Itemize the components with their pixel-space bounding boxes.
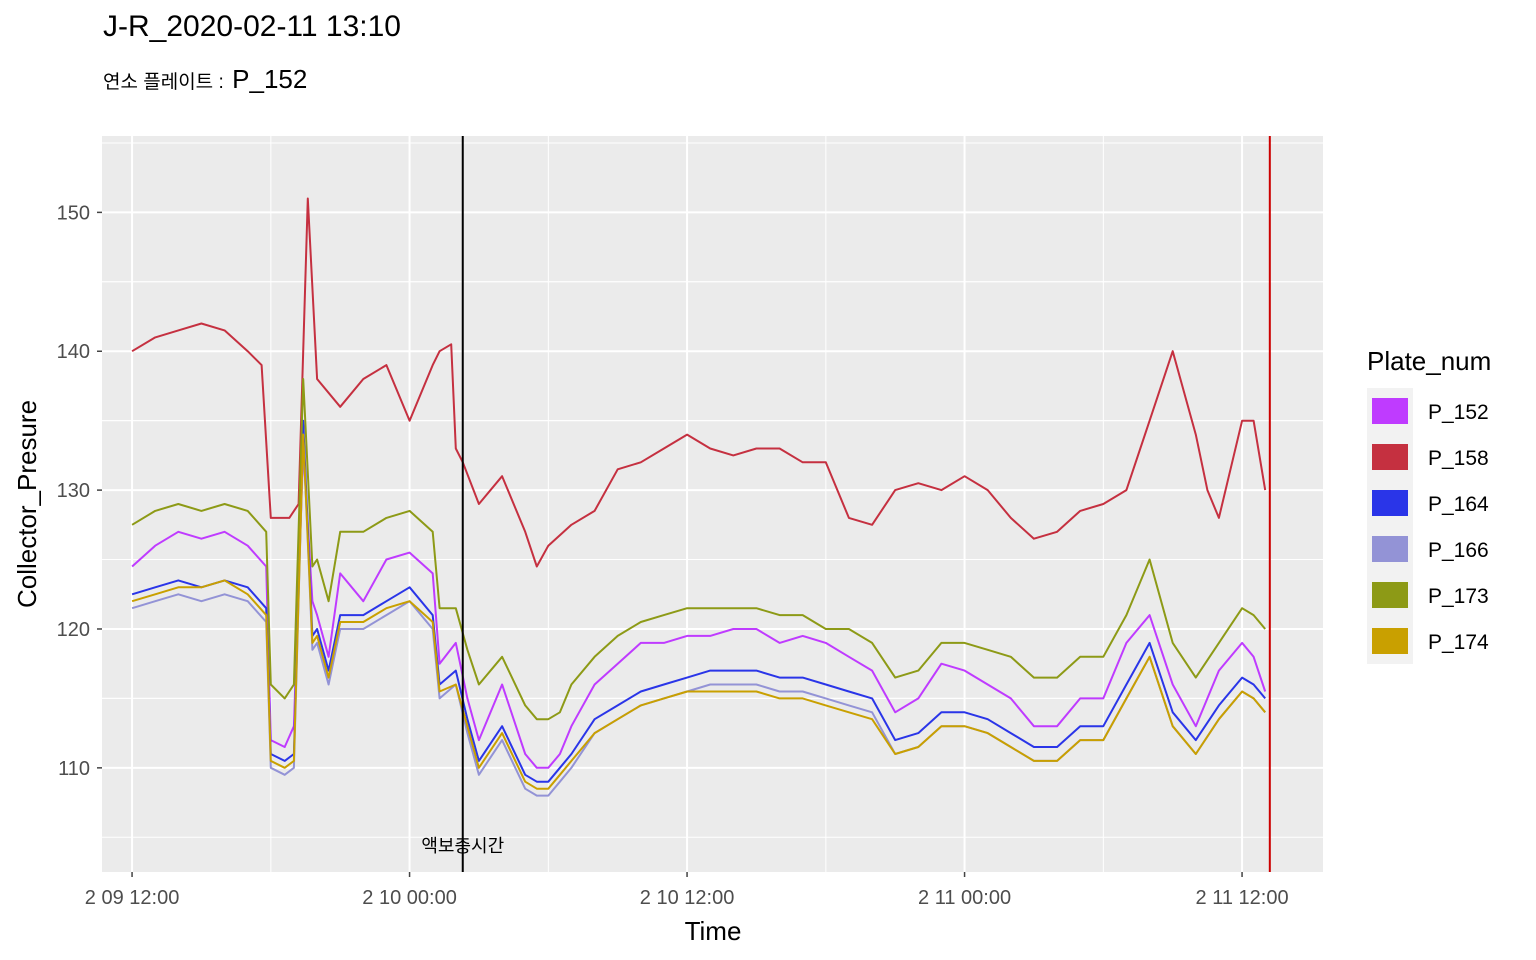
x-tick-label: 2 11 00:00 [918,887,1011,909]
x-tick-label: 2 09 12:00 [85,887,180,909]
series-line-P_158 [131,197,1267,568]
x-axis-title: Time [685,916,742,946]
y-tick-label: 120 [57,619,90,641]
legend-key-P_158 [1372,444,1408,470]
legend-label: P_164 [1428,493,1489,516]
reference-lines: 액보충시간 [421,136,1271,872]
x-tick-label: 2 10 00:00 [362,887,457,909]
x-tick-label: 2 10 12:00 [640,887,735,909]
subtitle-prefix: 연소 플레이트 : [103,72,224,93]
axes: 110 120 130 140 150 2 09 12:00 2 10 00:00 2 10 … [57,202,1289,909]
legend-label: P_152 [1428,401,1489,424]
legend-key-P_173 [1372,582,1408,608]
chart-subtitle: 연소 플레이트 : P_152 [103,64,307,95]
y-tick-label: 150 [57,202,90,224]
legend-label: P_166 [1428,539,1489,562]
subtitle-plate-value: P_152 [232,64,308,94]
legend-background [1367,388,1413,664]
y-axis-title: Collector_Presure [12,400,42,608]
chart-title: J-R_2020-02-11 13:10 [103,10,401,43]
legend-key-P_152 [1372,398,1408,424]
legend-label: P_173 [1428,585,1489,608]
legend-key-P_174 [1372,628,1408,654]
legend-label: P_174 [1428,631,1489,654]
series-layer [131,197,1267,797]
y-tick-label: 140 [57,341,90,363]
legend-key-P_166 [1372,536,1408,562]
x-tick-label: 2 11 12:00 [1196,887,1289,909]
legend-key-P_164 [1372,490,1408,516]
vline-label: 액보충시간 [421,836,504,856]
legend: Plate_num P_152 P_158 P_164 P_166 P_173 P_174 [1367,346,1491,664]
y-tick-label: 130 [57,480,90,502]
legend-label: P_158 [1428,447,1489,470]
series-line-P_173 [131,378,1266,721]
legend-title: Plate_num [1367,346,1491,376]
series-line-P_174 [131,433,1266,790]
y-tick-label: 110 [58,758,90,780]
